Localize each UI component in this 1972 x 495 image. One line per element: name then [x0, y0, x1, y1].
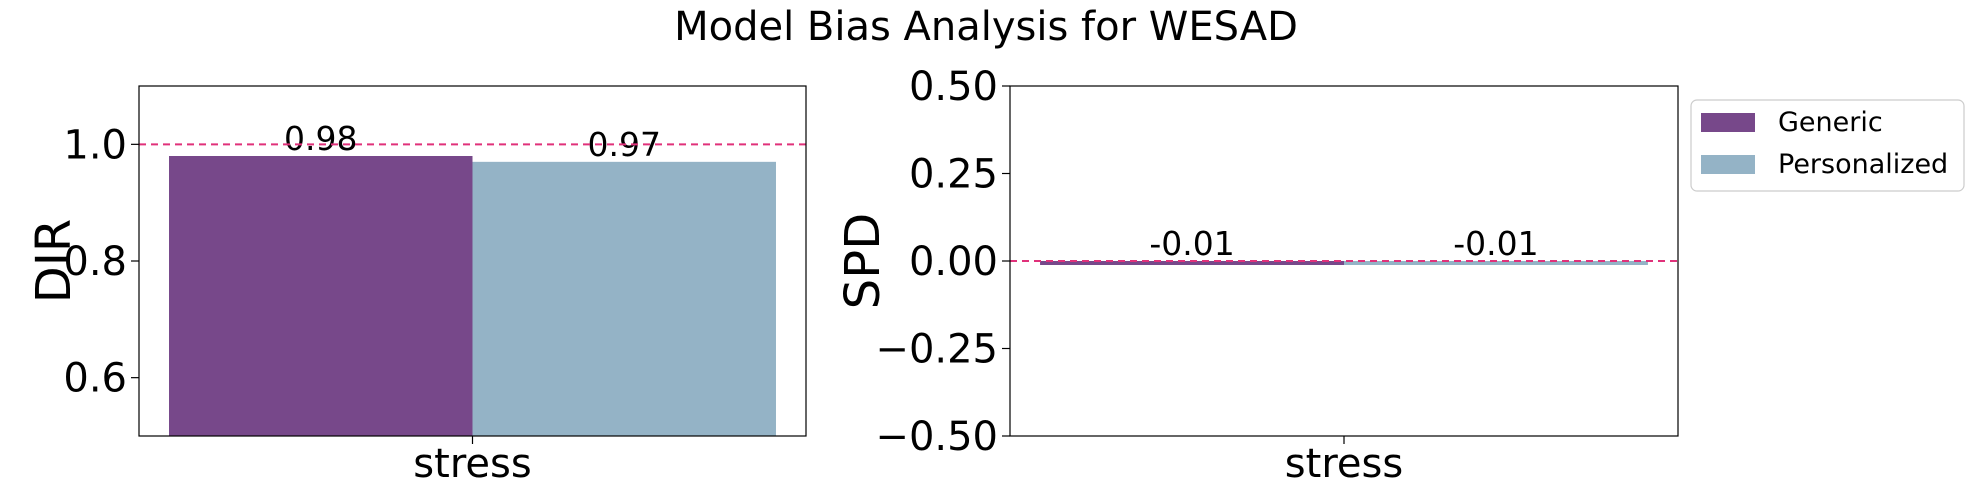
y-tick-label: −0.50 — [875, 414, 998, 460]
legend-label-generic: Generic — [1778, 107, 1883, 138]
bar-personalized — [472, 161, 776, 437]
data-label-personalized: -0.01 — [1453, 224, 1538, 263]
legend-swatch-generic — [1701, 113, 1755, 132]
y-tick-label: 1.0 — [63, 122, 127, 168]
bar-generic — [1040, 261, 1344, 265]
chart-title: Model Bias Analysis for WESAD — [674, 4, 1298, 50]
legend-label-personalized: Personalized — [1778, 149, 1948, 180]
data-label-generic: -0.01 — [1149, 224, 1234, 263]
legend: Generic Personalized — [1690, 99, 1965, 192]
legend-frame — [1690, 99, 1965, 192]
bar-generic — [169, 156, 473, 436]
y-axis-label: DIR — [26, 219, 82, 303]
y-tick-label: 0.8 — [63, 239, 127, 285]
bar-personalized — [1344, 261, 1648, 265]
y-tick-label: 0.6 — [63, 356, 127, 402]
y-tick-label: −0.25 — [875, 327, 998, 373]
y-tick-label: 0.00 — [909, 239, 998, 285]
data-label-generic: 0.98 — [284, 119, 357, 158]
x-tick-label: stress — [413, 441, 531, 487]
y-tick-label: 0.25 — [909, 152, 998, 198]
x-tick-label: stress — [1285, 441, 1403, 487]
legend-swatch-personalized — [1701, 155, 1755, 174]
y-tick-label: 0.50 — [909, 64, 998, 110]
y-axis-label: SPD — [835, 213, 891, 309]
panel-spd: -0.01 -0.01 −0.50 −0.25 0.00 0.25 0.50 stress SP… — [835, 64, 1679, 487]
